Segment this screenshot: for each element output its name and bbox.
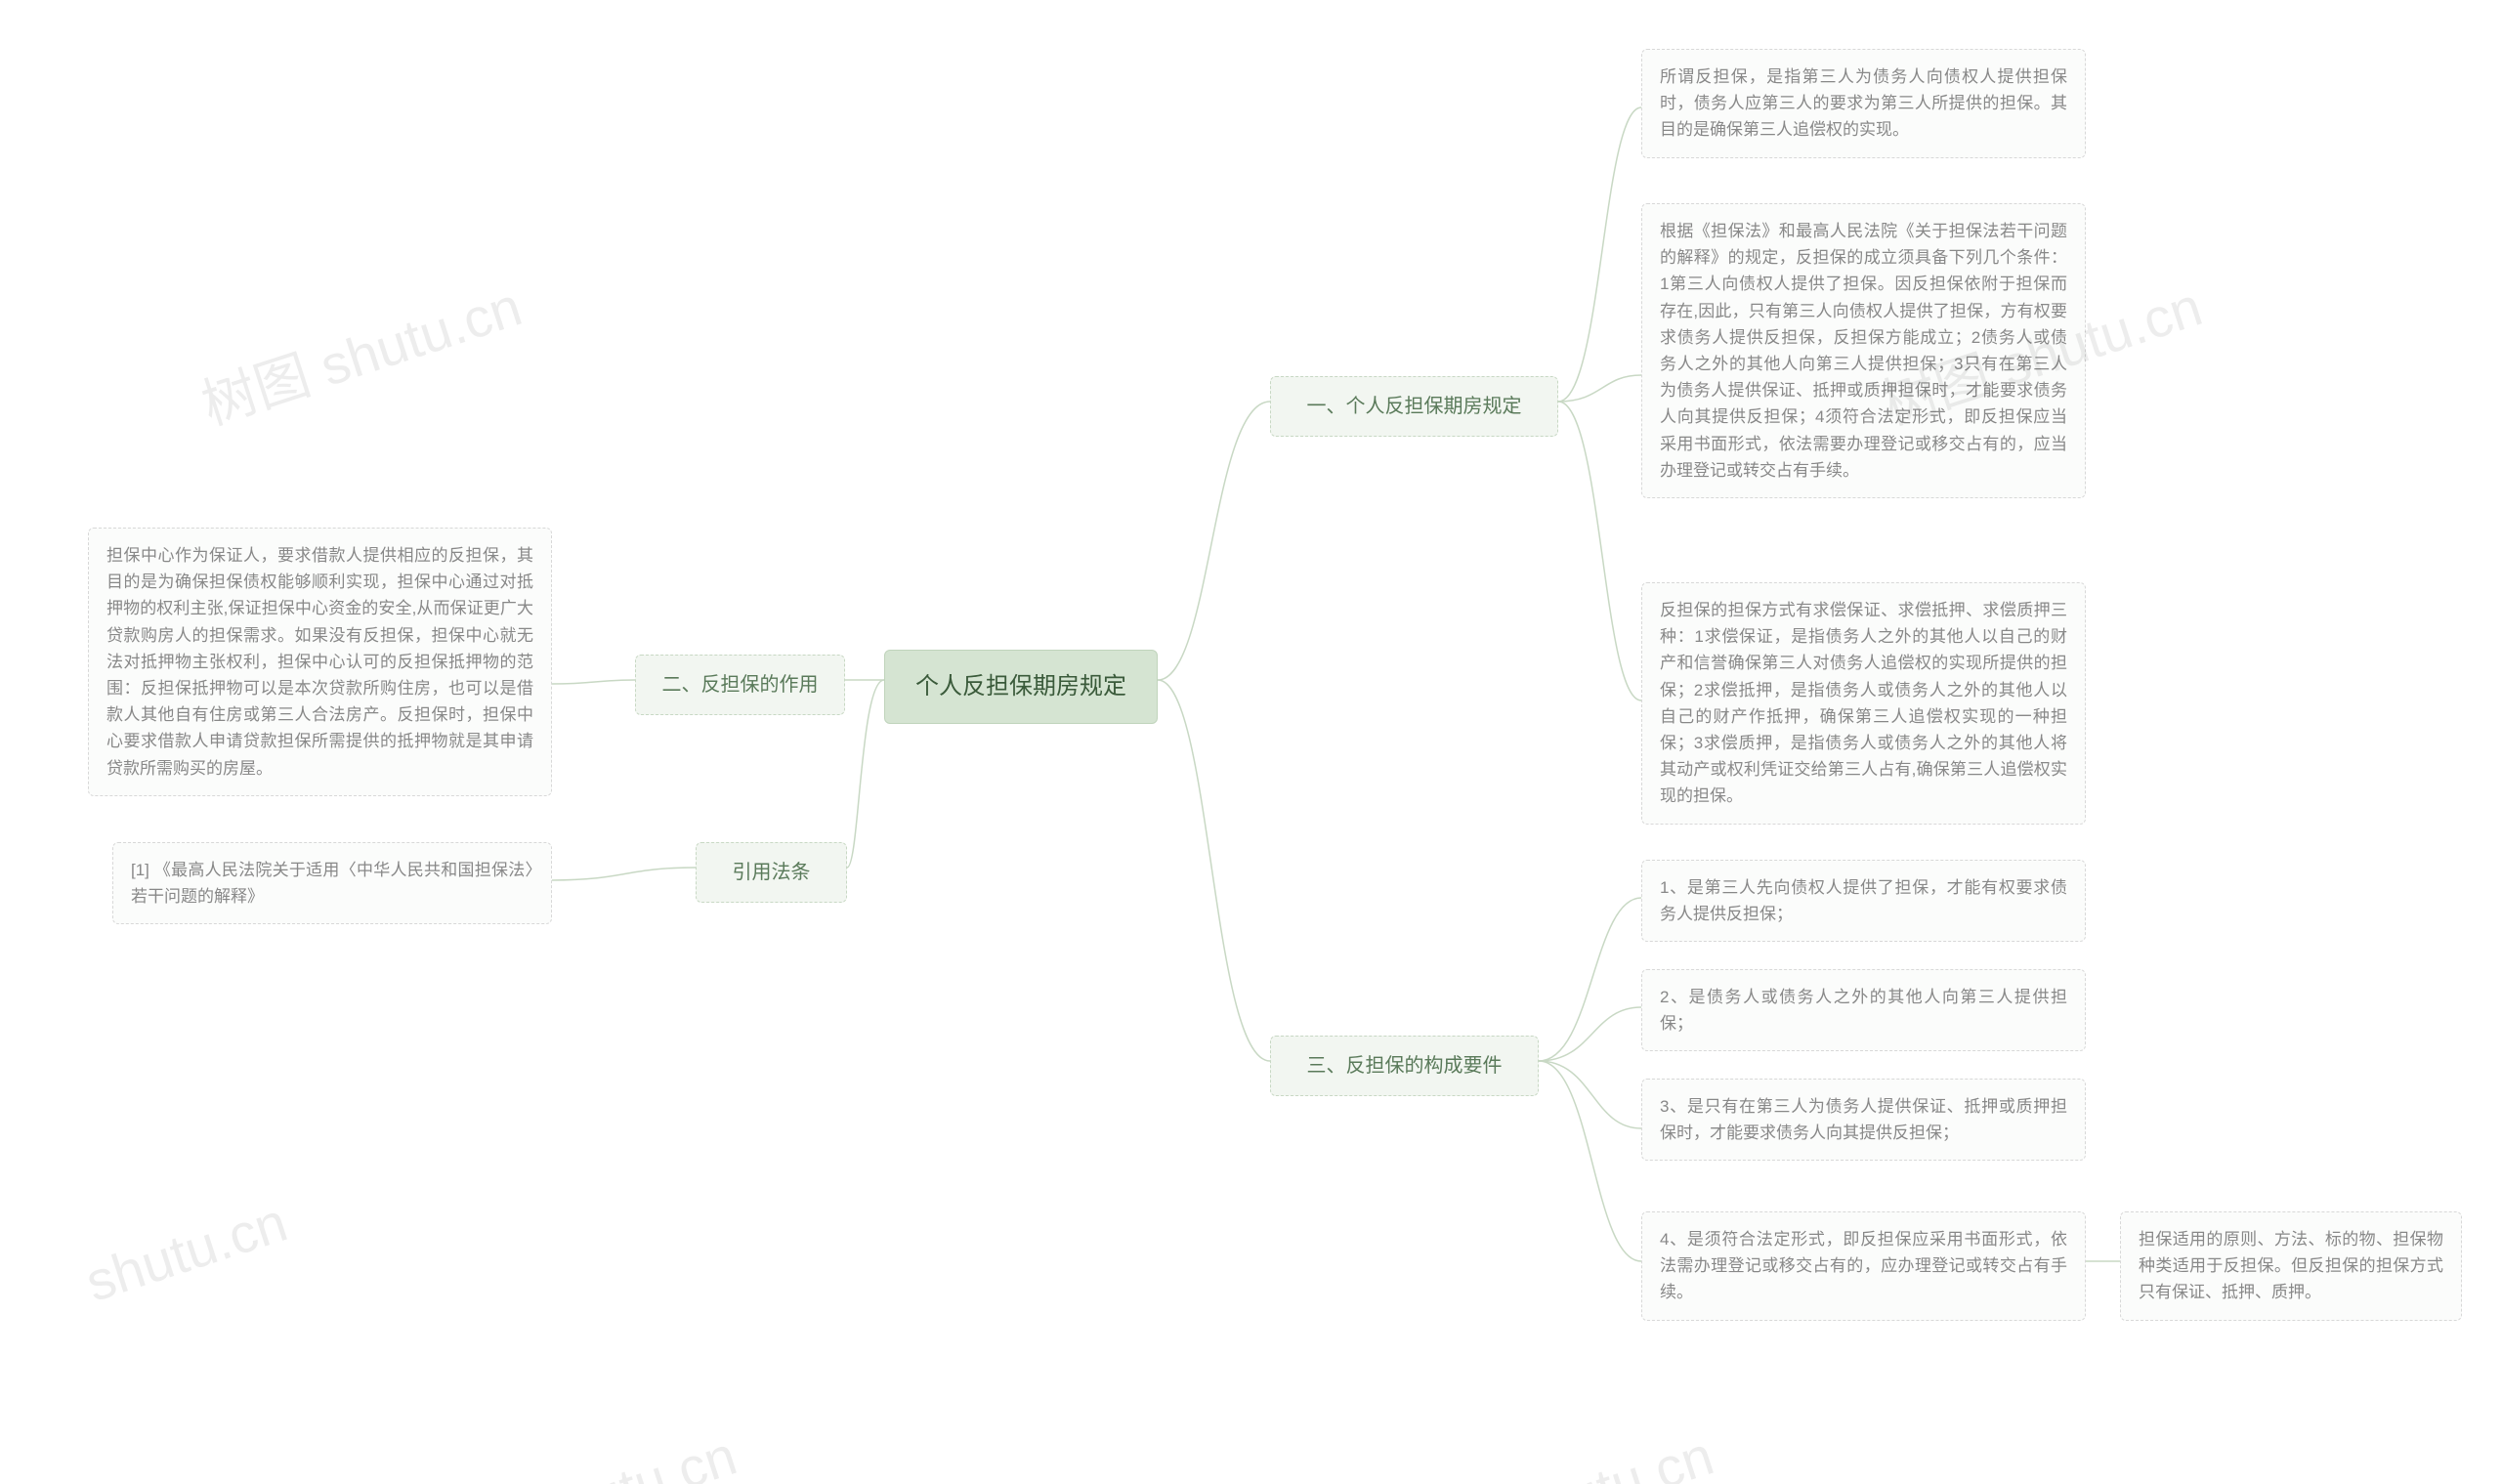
leaf-s4-1-text: [1] 《最高人民法院关于适用〈中华人民共和国担保法〉若干问题的解释》 bbox=[131, 861, 533, 906]
section-4: 引用法条 bbox=[696, 842, 847, 903]
leaf-s3-1: 1、是第三人先向债权人提供了担保，才能有权要求债务人提供反担保； bbox=[1641, 860, 2086, 942]
section-1-label: 一、个人反担保期房规定 bbox=[1307, 396, 1522, 417]
section-4-label: 引用法条 bbox=[733, 862, 811, 883]
watermark: shutu.cn bbox=[78, 1190, 294, 1314]
leaf-s4-1: [1] 《最高人民法院关于适用〈中华人民共和国担保法〉若干问题的解释》 bbox=[112, 842, 552, 924]
leaf-s3-1-text: 1、是第三人先向债权人提供了担保，才能有权要求债务人提供反担保； bbox=[1660, 878, 2067, 923]
section-2-label: 二、反担保的作用 bbox=[662, 674, 819, 696]
leaf-s3-2: 2、是债务人或债务人之外的其他人向第三人提供担保； bbox=[1641, 969, 2086, 1051]
section-2: 二、反担保的作用 bbox=[635, 655, 845, 715]
watermark-text: shutu.cn bbox=[1505, 1424, 1720, 1484]
root-label: 个人反担保期房规定 bbox=[915, 673, 1126, 700]
watermark-text: shutu.cn bbox=[528, 1424, 743, 1484]
leaf-s2-1-text: 担保中心作为保证人，要求借款人提供相应的反担保，其目的是为确保担保债权能够顺利实… bbox=[106, 546, 533, 778]
leaf-s3-2-text: 2、是债务人或债务人之外的其他人向第三人提供担保； bbox=[1660, 988, 2067, 1033]
section-3-label: 三、反担保的构成要件 bbox=[1307, 1055, 1503, 1077]
watermark: 树图 shutu.cn bbox=[191, 263, 530, 441]
watermark: shutu.cn bbox=[528, 1423, 743, 1484]
leaf-s2-1: 担保中心作为保证人，要求借款人提供相应的反担保，其目的是为确保担保债权能够顺利实… bbox=[88, 528, 552, 796]
leaf-s1-1-text: 所谓反担保，是指第三人为债务人向债权人提供担保时，债务人应第三人的要求为第三人所… bbox=[1660, 67, 2067, 139]
leaf-s1-3-text: 反担保的担保方式有求偿保证、求偿抵押、求偿质押三种：1求偿保证，是指债务人之外的… bbox=[1660, 601, 2067, 805]
leaf-s3-4-1: 担保适用的原则、方法、标的物、担保物种类适用于反担保。但反担保的担保方式只有保证… bbox=[2120, 1211, 2462, 1321]
leaf-s3-3: 3、是只有在第三人为债务人提供保证、抵押或质押担保时，才能要求债务人向其提供反担… bbox=[1641, 1079, 2086, 1161]
watermark-text: 树图 shutu.cn bbox=[194, 275, 529, 436]
leaf-s3-3-text: 3、是只有在第三人为债务人提供保证、抵押或质押担保时，才能要求债务人向其提供反担… bbox=[1660, 1097, 2067, 1142]
leaf-s1-2-text: 根据《担保法》和最高人民法院《关于担保法若干问题的解释》的规定，反担保的成立须具… bbox=[1660, 222, 2067, 480]
leaf-s3-4: 4、是须符合法定形式，即反担保应采用书面形式，依法需办理登记或移交占有的，应办理… bbox=[1641, 1211, 2086, 1321]
section-1: 一、个人反担保期房规定 bbox=[1270, 376, 1558, 437]
leaf-s3-4-text: 4、是须符合法定形式，即反担保应采用书面形式，依法需办理登记或移交占有的，应办理… bbox=[1660, 1230, 2067, 1301]
leaf-s1-3: 反担保的担保方式有求偿保证、求偿抵押、求偿质押三种：1求偿保证，是指债务人之外的… bbox=[1641, 582, 2086, 825]
leaf-s1-1: 所谓反担保，是指第三人为债务人向债权人提供担保时，债务人应第三人的要求为第三人所… bbox=[1641, 49, 2086, 158]
watermark-text: shutu.cn bbox=[78, 1191, 294, 1313]
leaf-s3-4-1-text: 担保适用的原则、方法、标的物、担保物种类适用于反担保。但反担保的担保方式只有保证… bbox=[2139, 1230, 2443, 1301]
mindmap-root: 个人反担保期房规定 bbox=[884, 650, 1158, 724]
section-3: 三、反担保的构成要件 bbox=[1270, 1036, 1539, 1096]
watermark: shutu.cn bbox=[1505, 1423, 1720, 1484]
leaf-s1-2: 根据《担保法》和最高人民法院《关于担保法若干问题的解释》的规定，反担保的成立须具… bbox=[1641, 203, 2086, 498]
